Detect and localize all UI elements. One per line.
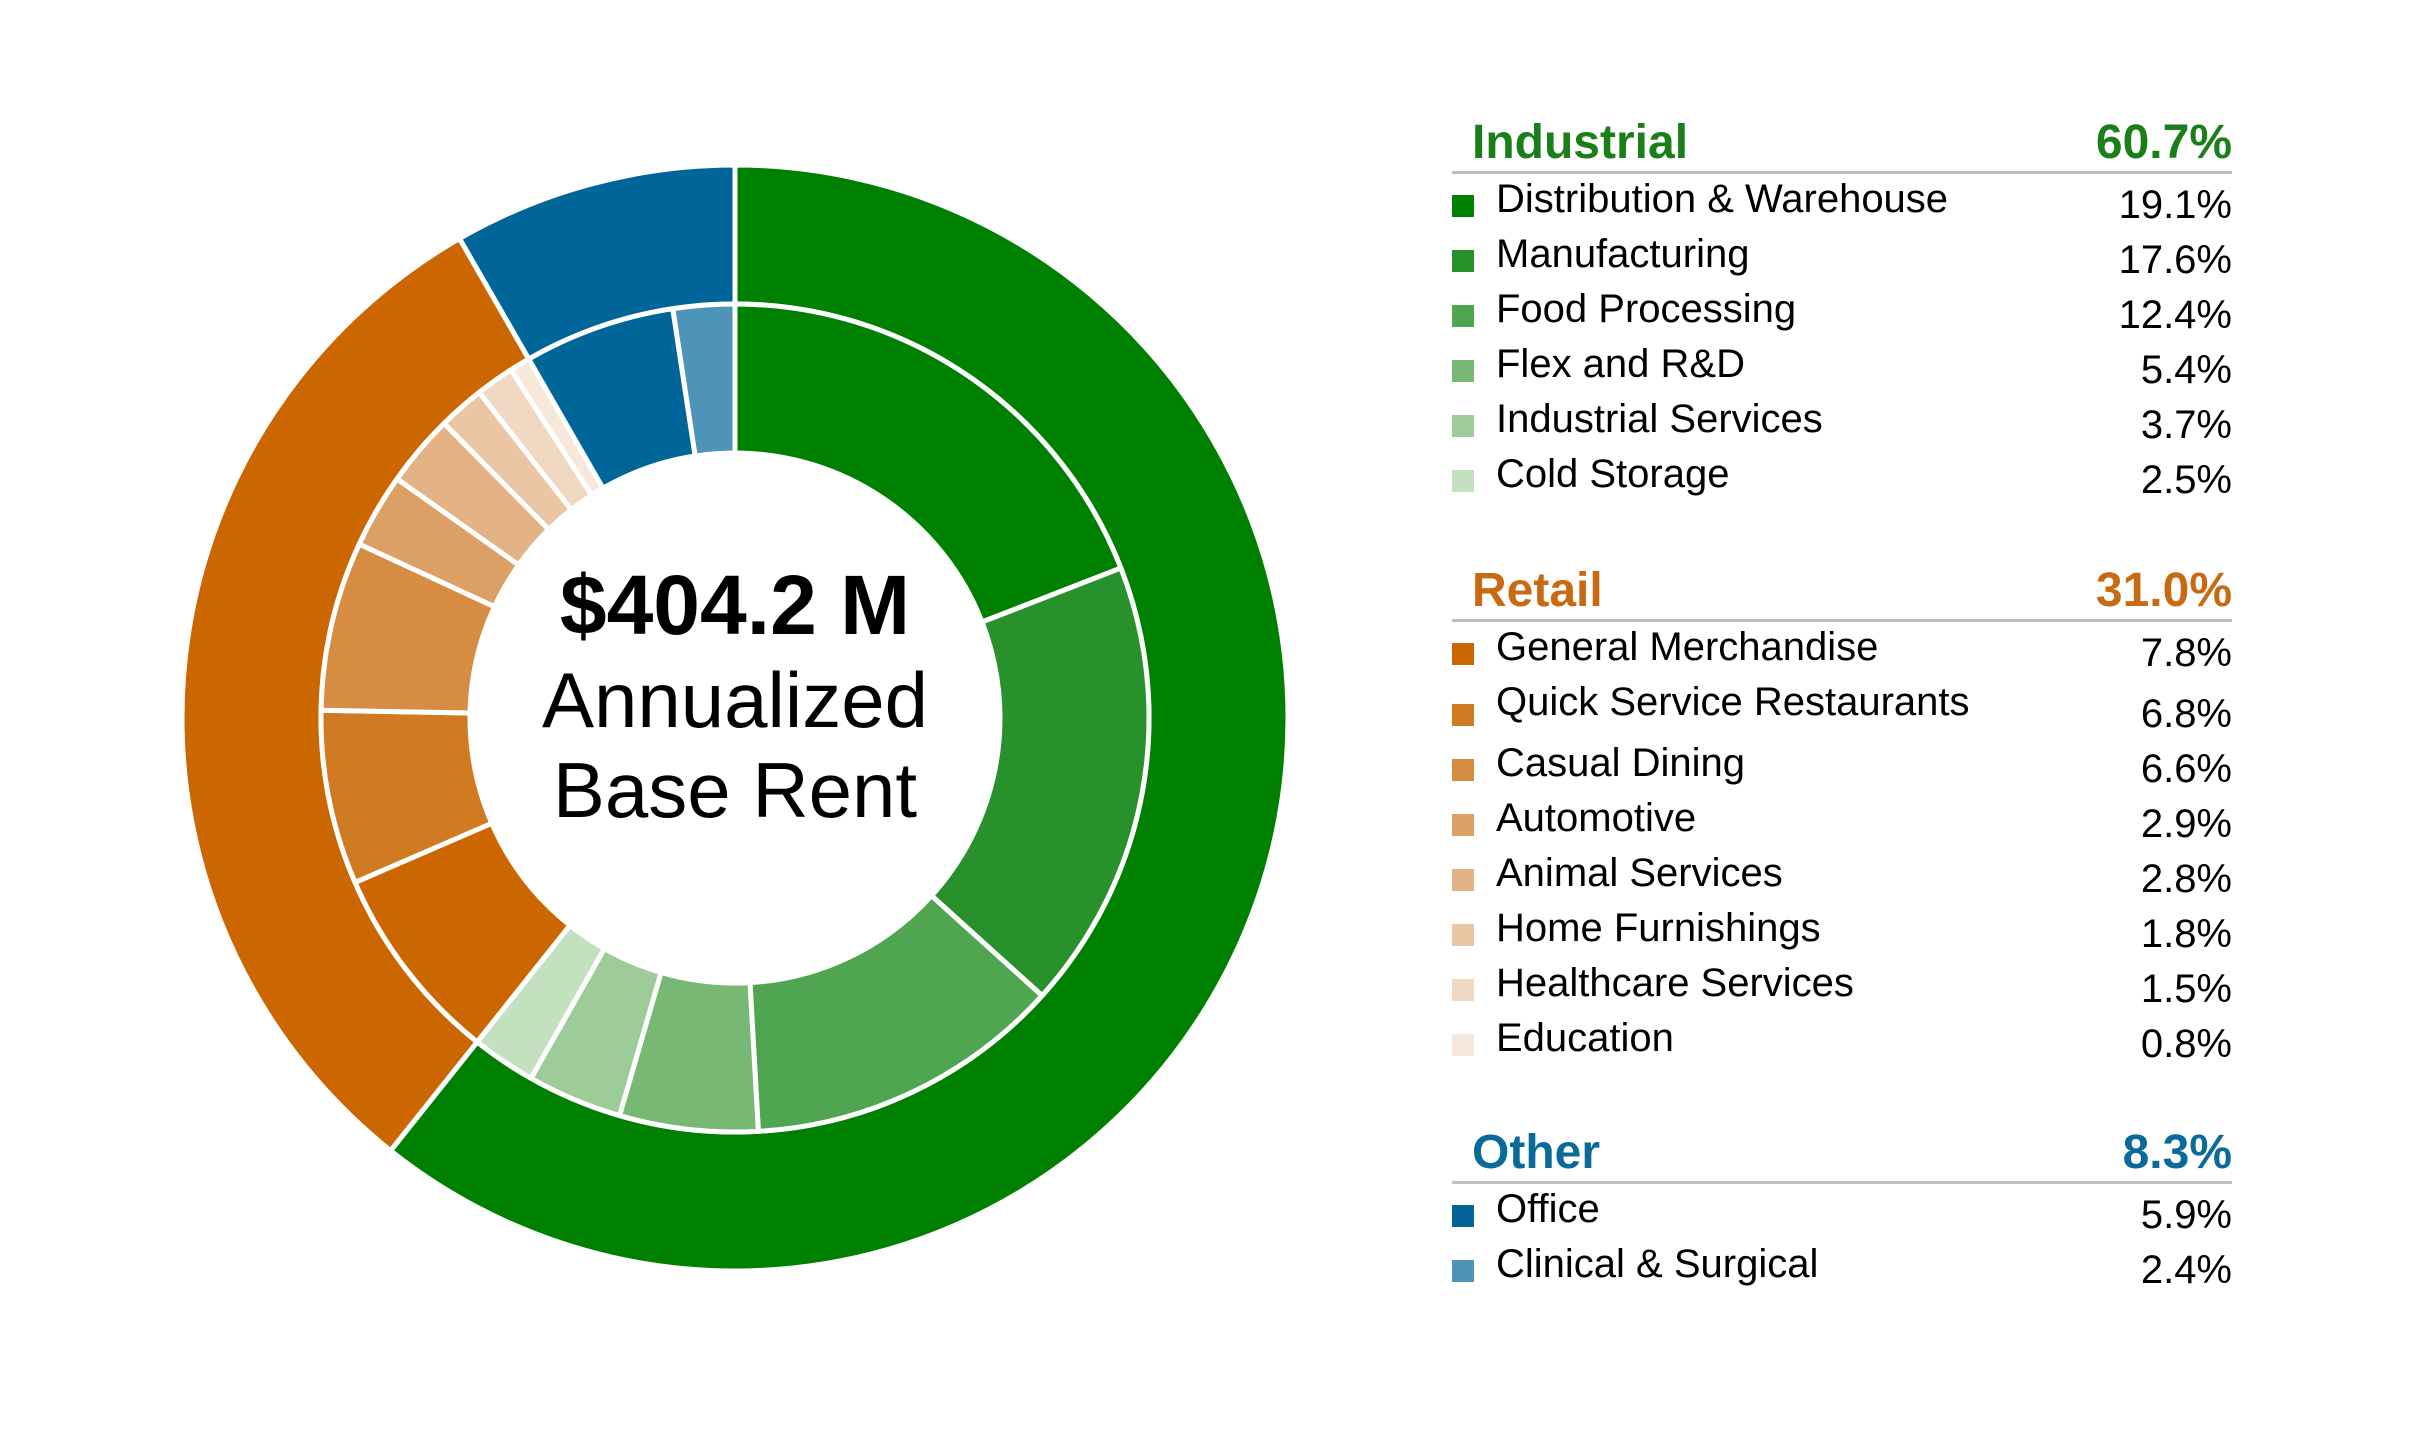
inner-slice	[670, 301, 738, 459]
legend-label: Healthcare Services	[1496, 961, 1854, 1005]
legend-value: 6.8%	[2140, 692, 2232, 736]
group-header: Industrial 60.7%	[1452, 115, 2232, 174]
group-header: Retail 31.0%	[1452, 563, 2232, 622]
legend-swatch	[1452, 759, 1474, 781]
legend-label: Food Processing	[1496, 287, 1797, 331]
legend-label: Automotive	[1496, 796, 1697, 840]
legend-value: 12.4%	[2118, 293, 2232, 337]
legend-item: Casual Dining 6.6%	[1452, 738, 2232, 793]
legend-value: 19.1%	[2118, 183, 2232, 227]
legend-item: Food Processing 12.4%	[1452, 284, 2232, 339]
inner-slice	[732, 301, 1124, 625]
legend-label: General Merchandise	[1496, 625, 1879, 669]
legend-label: Manufacturing	[1496, 232, 1750, 276]
inner-slice	[929, 565, 1152, 999]
legend-item: Education 0.8%	[1452, 1013, 2232, 1068]
legend-item: Flex and R&D 5.4%	[1452, 339, 2232, 394]
legend-value: 1.8%	[2140, 912, 2232, 956]
legend-item: Industrial Services 3.7%	[1452, 394, 2232, 449]
legend-item: Healthcare Services 1.5%	[1452, 958, 2232, 1013]
legend-swatch	[1452, 305, 1474, 327]
legend-label: Flex and R&D	[1496, 342, 1745, 386]
legend-value: 17.6%	[2118, 238, 2232, 282]
legend-label: Animal Services	[1496, 851, 1783, 895]
legend-group-retail: Retail 31.0% General Merchandise 7.8% Qu…	[1452, 563, 2232, 1068]
legend-value: 5.9%	[2140, 1193, 2232, 1237]
legend-group-other: Other 8.3% Office 5.9% Clinical & Surgic…	[1452, 1125, 2232, 1294]
legend-label: Clinical & Surgical	[1496, 1242, 1819, 1286]
group-name: Retail	[1472, 564, 1603, 617]
center-line-1: Annualized	[542, 656, 928, 744]
legend-swatch	[1452, 195, 1474, 217]
legend-label: Office	[1496, 1187, 1600, 1231]
legend-swatch	[1452, 1260, 1474, 1282]
legend-item: General Merchandise 7.8%	[1452, 622, 2232, 677]
legend-label: Quick Service Restaurants	[1496, 680, 1970, 724]
legend-swatch	[1452, 470, 1474, 492]
group-name: Industrial	[1472, 116, 1689, 169]
legend-label: Industrial Services	[1496, 397, 1823, 441]
group-name: Other	[1472, 1126, 1601, 1179]
legend-label: Distribution & Warehouse	[1496, 177, 1949, 221]
legend-item: Animal Services 2.8%	[1452, 848, 2232, 903]
legend-value: 2.9%	[2140, 802, 2232, 846]
legend-swatch	[1452, 643, 1474, 665]
legend-swatch	[1452, 360, 1474, 382]
center-amount: $404.2 M	[559, 558, 911, 652]
legend-group-industrial: Industrial 60.7% Distribution & Warehous…	[1452, 115, 2232, 504]
legend-item: Cold Storage 2.5%	[1452, 449, 2232, 504]
legend-value: 3.7%	[2140, 403, 2232, 447]
legend-value: 2.4%	[2140, 1248, 2232, 1292]
group-total: 8.3%	[2122, 1126, 2232, 1179]
legend-item: Home Furnishings 1.8%	[1452, 903, 2232, 958]
legend-swatch	[1452, 869, 1474, 891]
legend-item: Manufacturing 17.6%	[1452, 229, 2232, 284]
legend-swatch	[1452, 704, 1474, 726]
legend-value: 7.8%	[2140, 631, 2232, 675]
legend-swatch	[1452, 924, 1474, 946]
legend-value: 5.4%	[2140, 348, 2232, 392]
group-total: 60.7%	[2095, 116, 2232, 169]
legend-swatch	[1452, 814, 1474, 836]
donut-chart	[179, 162, 1291, 1274]
legend-item: Automotive 2.9%	[1452, 793, 2232, 848]
legend-swatch	[1452, 979, 1474, 1001]
legend-value: 6.6%	[2140, 747, 2232, 791]
legend-value: 0.8%	[2140, 1022, 2232, 1066]
legend-swatch	[1452, 415, 1474, 437]
group-total: 31.0%	[2095, 564, 2232, 617]
legend-swatch	[1452, 250, 1474, 272]
center-label: $404.2 M Annualized Base Rent	[435, 555, 1035, 835]
legend-item: Clinical & Surgical 2.4%	[1452, 1239, 2232, 1294]
inner-ring	[318, 301, 1152, 1135]
legend-value: 2.5%	[2140, 458, 2232, 502]
legend-swatch	[1452, 1034, 1474, 1056]
legend-item: Office 5.9%	[1452, 1184, 2232, 1239]
legend-value: 2.8%	[2140, 857, 2232, 901]
legend-swatch	[1452, 1205, 1474, 1227]
legend-label: Cold Storage	[1496, 452, 1730, 496]
legend-label: Casual Dining	[1496, 741, 1746, 785]
legend-label: Home Furnishings	[1496, 906, 1821, 950]
legend-item: Distribution & Warehouse 19.1%	[1452, 174, 2232, 229]
group-header: Other 8.3%	[1452, 1125, 2232, 1184]
legend-label: Education	[1496, 1016, 1674, 1060]
legend-item: Quick Service Restaurants 6.8%	[1452, 677, 2232, 738]
legend-value: 1.5%	[2140, 967, 2232, 1011]
center-line-2: Base Rent	[552, 746, 918, 834]
outer-ring	[179, 162, 1291, 1274]
